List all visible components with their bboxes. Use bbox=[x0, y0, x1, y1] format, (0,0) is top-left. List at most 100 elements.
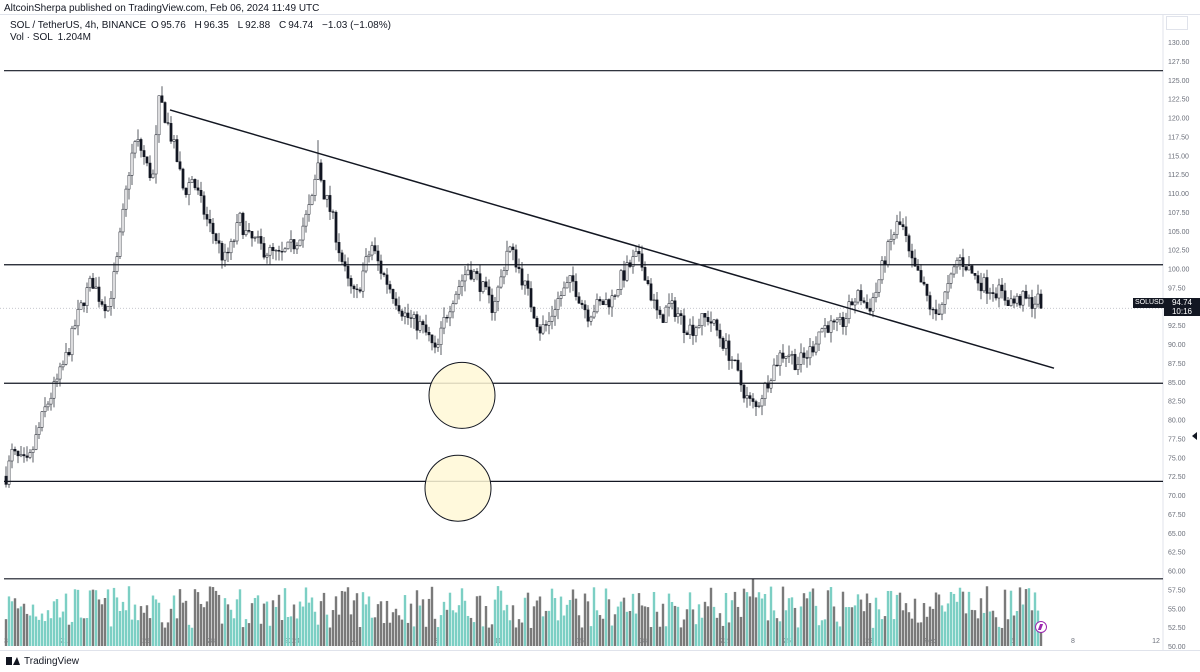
volume-bar bbox=[58, 617, 62, 646]
candle-body bbox=[175, 139, 179, 162]
candle-body bbox=[919, 270, 923, 283]
price-chart[interactable]: 130.00 127.50 125.00 122.50 120.00 117.50 115.… bbox=[0, 14, 1200, 650]
volume-bar bbox=[667, 593, 671, 646]
volume-bar bbox=[643, 606, 647, 646]
candle-body bbox=[901, 224, 905, 228]
candle-body bbox=[841, 316, 845, 328]
volume-bar bbox=[289, 616, 293, 646]
volume-bar bbox=[904, 603, 908, 646]
volume-bar bbox=[46, 610, 50, 646]
volume-bar bbox=[997, 626, 1001, 646]
volume-bar bbox=[508, 620, 512, 646]
volume-legend: Vol · SOL 1.204M bbox=[10, 32, 97, 43]
volume-bar bbox=[829, 587, 833, 646]
volume-bar bbox=[553, 598, 557, 646]
volume-bar bbox=[583, 593, 587, 646]
volume-bar bbox=[313, 611, 317, 646]
volume-bar bbox=[1030, 610, 1034, 646]
flash-icon[interactable] bbox=[1035, 621, 1047, 633]
volume-bar bbox=[154, 599, 158, 646]
volume-bar bbox=[976, 618, 980, 646]
candle-body bbox=[436, 344, 440, 348]
volume-bar bbox=[874, 597, 878, 646]
volume-bar bbox=[397, 615, 401, 646]
candle-body bbox=[358, 289, 362, 292]
candle-body bbox=[553, 309, 557, 317]
volume-bar bbox=[55, 599, 59, 646]
candle-body bbox=[193, 179, 197, 189]
candle-body bbox=[637, 251, 641, 255]
candle-body bbox=[844, 318, 848, 328]
candle-body bbox=[877, 279, 881, 293]
candle-body bbox=[979, 282, 983, 292]
candle-body bbox=[160, 95, 164, 103]
scroll-to-realtime-icon[interactable] bbox=[1192, 432, 1197, 440]
candle-body bbox=[28, 452, 32, 458]
volume-bar bbox=[715, 617, 719, 646]
candle-body bbox=[283, 248, 287, 252]
volume-bar bbox=[376, 604, 380, 646]
candle-body bbox=[814, 343, 818, 353]
volume-bar bbox=[292, 604, 296, 646]
volume-bar bbox=[889, 590, 893, 646]
candle-body bbox=[961, 257, 965, 267]
candle-body bbox=[85, 287, 89, 306]
volume-bar bbox=[607, 599, 611, 646]
volume-bar bbox=[592, 587, 596, 646]
volume-bar bbox=[658, 626, 662, 646]
volume-bar bbox=[13, 598, 17, 646]
candle-body bbox=[241, 212, 245, 236]
candle-body bbox=[424, 324, 428, 333]
volume-bar bbox=[565, 604, 569, 646]
tradingview-logo[interactable]: TradingView bbox=[6, 656, 79, 667]
candle-body bbox=[673, 300, 677, 317]
volume-bar bbox=[346, 587, 350, 646]
candle-body bbox=[253, 237, 257, 239]
volume-bar bbox=[772, 610, 776, 646]
candle-body bbox=[79, 302, 83, 310]
y-tick-label: 87.50 bbox=[1168, 361, 1186, 368]
candle-body bbox=[658, 309, 662, 315]
candle-body bbox=[976, 275, 980, 284]
volume-bar bbox=[511, 605, 515, 646]
candle-body bbox=[754, 401, 758, 407]
candle-body bbox=[922, 281, 926, 285]
candle-body bbox=[838, 316, 842, 321]
candle-body bbox=[448, 311, 452, 319]
candle-body bbox=[295, 245, 299, 250]
candle-body bbox=[907, 235, 911, 252]
volume-bar bbox=[394, 608, 398, 646]
candle-body bbox=[64, 352, 68, 365]
scale-settings-box[interactable] bbox=[1166, 16, 1188, 30]
candle-body bbox=[613, 295, 617, 297]
candle-body bbox=[532, 306, 536, 319]
candle-body bbox=[400, 310, 404, 317]
candle-body bbox=[172, 139, 176, 142]
volume-bar bbox=[640, 605, 644, 646]
volume-bar bbox=[127, 586, 131, 646]
volume-bar bbox=[4, 619, 8, 646]
volume-bar bbox=[295, 618, 299, 646]
volume-bar bbox=[703, 601, 707, 646]
volume-bar bbox=[274, 606, 278, 646]
y-tick-label: 50.00 bbox=[1168, 644, 1186, 650]
candle-body bbox=[736, 359, 740, 371]
candle-body bbox=[703, 313, 707, 318]
candle-body bbox=[616, 289, 620, 297]
candle-body bbox=[982, 277, 986, 292]
volume-bar bbox=[733, 591, 737, 646]
candle-body bbox=[502, 270, 506, 278]
volume-bar bbox=[559, 596, 563, 646]
volume-bar bbox=[478, 595, 482, 646]
y-tick-label: 52.50 bbox=[1168, 625, 1186, 632]
candle-body bbox=[535, 317, 539, 327]
candle-body bbox=[886, 241, 890, 265]
candle-body bbox=[208, 218, 212, 224]
volume-bar bbox=[535, 600, 539, 646]
volume-bar bbox=[271, 600, 275, 646]
volume-bar bbox=[331, 610, 335, 646]
last-price-value: 94.74 bbox=[1171, 298, 1193, 307]
y-tick-label: 102.50 bbox=[1168, 248, 1190, 255]
volume-bar bbox=[958, 587, 962, 646]
volume-bar bbox=[730, 600, 734, 646]
